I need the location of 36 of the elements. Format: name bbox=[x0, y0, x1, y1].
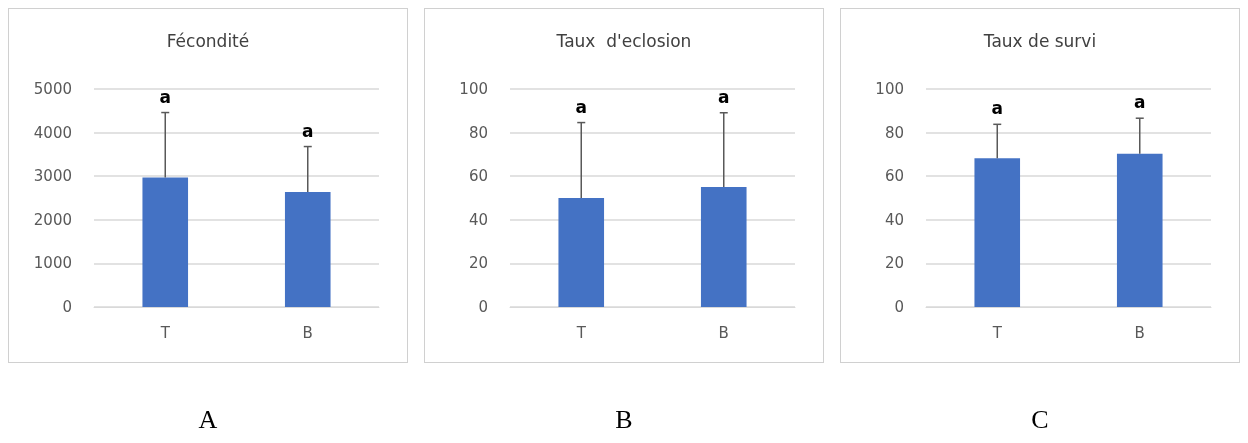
y-tick-label: 60 bbox=[884, 167, 904, 186]
x-tick-label: B bbox=[718, 323, 729, 342]
y-tick-label: 20 bbox=[884, 254, 904, 273]
x-tick-label: B bbox=[302, 323, 313, 342]
annotation: a bbox=[1134, 92, 1146, 113]
y-tick-label: 2000 bbox=[33, 210, 72, 229]
y-tick-label: 3000 bbox=[33, 167, 72, 186]
y-tick-label: 40 bbox=[468, 210, 488, 229]
y-tick-label: 80 bbox=[884, 123, 904, 142]
x-tick-label: B bbox=[1134, 323, 1145, 342]
y-tick-label: 60 bbox=[468, 167, 488, 186]
chart-title: Taux de survi bbox=[982, 30, 1097, 51]
y-tick-label: 0 bbox=[478, 298, 488, 316]
chart-title: Taux d'eclosion bbox=[555, 30, 692, 51]
annotation: a bbox=[159, 86, 171, 107]
text: B bbox=[615, 405, 633, 435]
text: A bbox=[198, 405, 218, 435]
x-tick-label: T bbox=[159, 323, 171, 342]
y-tick-label: 40 bbox=[884, 210, 904, 229]
annotation: a bbox=[302, 120, 314, 141]
y-tick-label: 5000 bbox=[33, 80, 72, 98]
annotation: a bbox=[575, 96, 587, 117]
y-tick-label: 20 bbox=[468, 254, 488, 273]
x-tick-label: T bbox=[575, 323, 587, 342]
annotation: a bbox=[718, 86, 730, 107]
y-tick-label: 0 bbox=[894, 298, 904, 316]
chart-title: Fécondité bbox=[166, 30, 250, 51]
y-tick-label: 100 bbox=[875, 80, 904, 98]
x-tick-label: T bbox=[991, 323, 1003, 342]
y-tick-label: 100 bbox=[459, 80, 488, 98]
y-tick-label: 0 bbox=[62, 298, 72, 316]
y-tick-label: 1000 bbox=[33, 254, 72, 273]
annotation: a bbox=[991, 98, 1003, 119]
y-tick-label: 80 bbox=[468, 123, 488, 142]
y-tick-label: 4000 bbox=[33, 123, 72, 142]
text: C bbox=[1031, 405, 1049, 435]
